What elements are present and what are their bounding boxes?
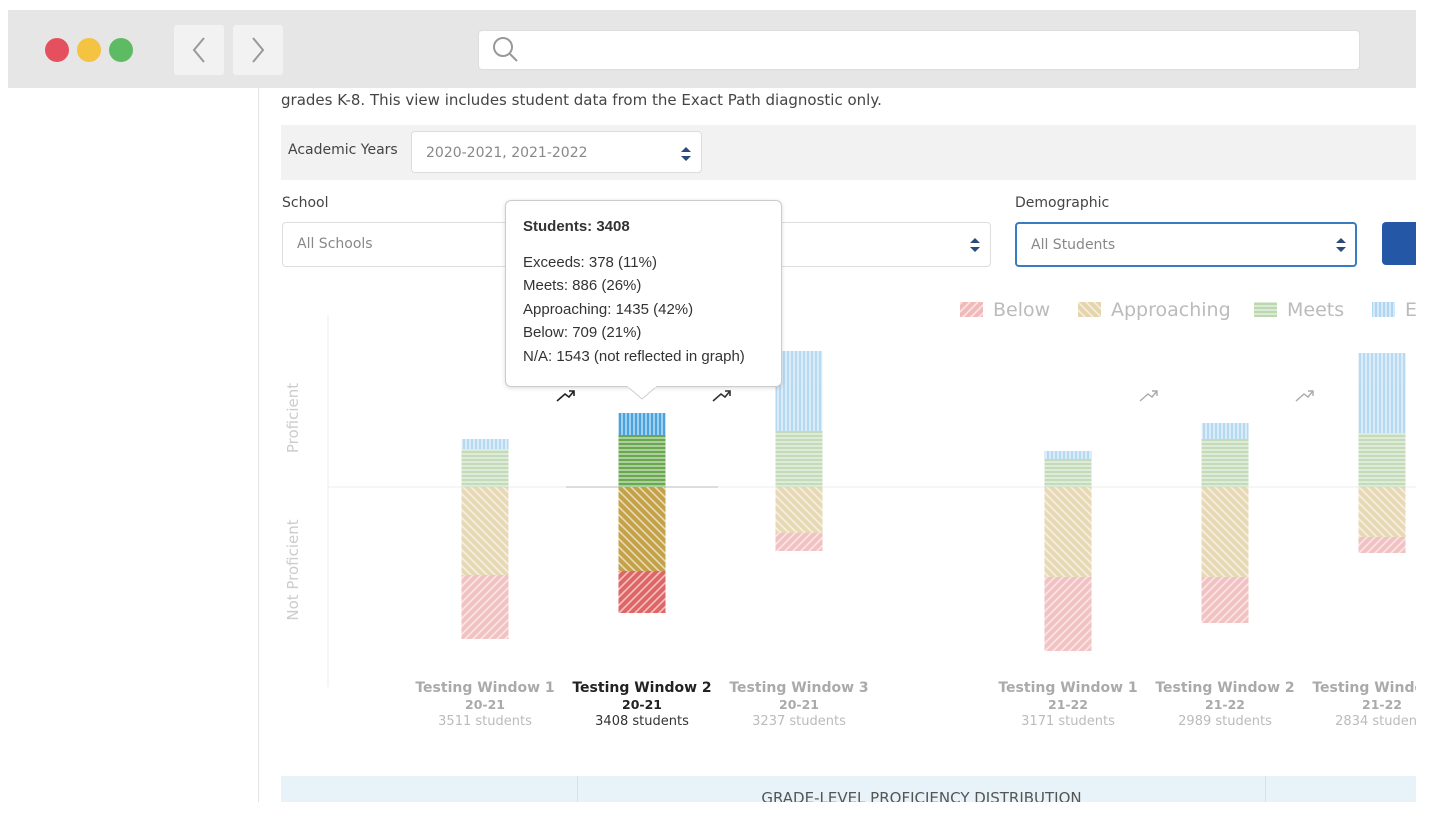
trend-icon (712, 390, 731, 402)
forward-button[interactable] (233, 25, 283, 75)
tooltip-title: Students: 3408 (523, 218, 630, 235)
bar-segment (1358, 353, 1406, 433)
legend-label: Approaching (1111, 299, 1231, 321)
x-tick-count: 2834 students (1335, 714, 1416, 729)
chart: Proficient Not Proficient Below Approaching… (284, 299, 1416, 729)
y-label: Not Proficient (284, 519, 302, 620)
tooltip-line: Approaching: 1435 (42%) (523, 300, 694, 318)
table-header-row (281, 776, 1416, 802)
trend-icons (556, 390, 1314, 402)
bar-segment (618, 435, 666, 487)
bar-segment (1201, 423, 1249, 439)
legend-label: Below (993, 299, 1050, 321)
x-tick-year: 21-22 (1048, 697, 1088, 712)
table-header: GRADE-LEVEL PROFICIENCY DISTRIBUTION (761, 789, 1082, 802)
select-value: All Schools (297, 236, 373, 252)
bar (1201, 423, 1249, 623)
table-divider (1265, 776, 1266, 802)
x-tick-year: 20-21 (779, 697, 819, 712)
bar-segment (461, 439, 509, 449)
bar-segment (618, 571, 666, 613)
back-button[interactable] (174, 25, 224, 75)
x-tick-year: 21-22 (1362, 697, 1402, 712)
x-tick-label: Testing Window 1 (998, 680, 1137, 696)
tooltip-line: N/A: 1543 (not reflected in graph) (523, 347, 745, 365)
legend-label: Meets (1287, 299, 1344, 321)
filter-label: Demographic (1015, 195, 1110, 211)
academic-years-select[interactable]: 2020-2021, 2021-2022 (411, 131, 702, 173)
x-tick-year: 20-21 (622, 697, 662, 712)
x-tick-label: Testing Window 3 (1312, 680, 1416, 696)
tooltip-line: Meets: 886 (26%) (523, 277, 642, 294)
bar-segment (1044, 459, 1092, 487)
legend-swatch (1078, 302, 1101, 317)
bar-segment (775, 431, 823, 487)
bar (461, 439, 509, 639)
bar-segment (1044, 577, 1092, 651)
bar-segment (1201, 577, 1249, 623)
x-tick-count: 2989 students (1178, 714, 1272, 729)
tooltip-line: Below: 709 (21%) (523, 324, 642, 341)
select-value: All Students (1031, 237, 1116, 253)
bar-segment (461, 449, 509, 487)
intro-text: grades K-8. This view includes student d… (281, 91, 882, 109)
search-bar[interactable] (478, 30, 1360, 70)
bar-segment (1201, 439, 1249, 487)
trend-icon (556, 390, 575, 402)
minimize-button[interactable] (77, 38, 101, 62)
bar (618, 413, 666, 613)
demographic-select[interactable]: All Students (1015, 222, 1357, 267)
maximize-button[interactable] (109, 38, 133, 62)
legend-swatch (1372, 302, 1395, 317)
viewport: grades K-8. This view includes student d… (8, 10, 1416, 802)
tooltip-arrow (628, 386, 656, 400)
x-tick-count: 3171 students (1021, 714, 1115, 729)
bar-segment (1358, 433, 1406, 487)
x-tick-label: Testing Window 3 (729, 680, 868, 696)
bar-segment (461, 575, 509, 639)
close-button[interactable] (45, 38, 69, 62)
sidebar-border (258, 88, 259, 802)
x-tick-year: 21-22 (1205, 697, 1245, 712)
tooltip: Students: 3408 Exceeds: 378 (11%) Meets:… (505, 200, 782, 387)
legend-label: Exceeds (1405, 299, 1416, 321)
bar-segment (1044, 487, 1092, 577)
x-tick-label: Testing Window 2 (572, 680, 711, 696)
x-tick-year: 20-21 (465, 697, 505, 712)
apply-button[interactable] (1382, 222, 1416, 265)
bar (1044, 451, 1092, 651)
bar-segment (775, 533, 823, 551)
filter-label: School (282, 195, 329, 211)
legend-swatch (1254, 302, 1277, 317)
bar-segment (618, 487, 666, 571)
bar (775, 351, 823, 551)
bar-segment (1201, 487, 1249, 577)
x-tick-label: Testing Window 1 (415, 680, 554, 696)
x-tick-count: 3511 students (438, 714, 532, 729)
bar-segment (618, 413, 666, 435)
x-tick-count: 3408 students (595, 714, 689, 729)
trend-icon (1139, 390, 1158, 402)
bar-segment (1358, 537, 1406, 553)
tooltip-line: Exceeds: 378 (11%) (523, 253, 657, 271)
bar-segment (1044, 451, 1092, 459)
bar-segment (775, 487, 823, 533)
bar-segment (461, 487, 509, 575)
select-value: 2020-2021, 2021-2022 (426, 145, 588, 161)
bar-segment (775, 351, 823, 431)
trend-icon (1295, 390, 1314, 402)
bar (1358, 353, 1406, 553)
x-tick-label: Testing Window 2 (1155, 680, 1294, 696)
table-divider (577, 776, 578, 802)
y-label: Proficient (284, 383, 302, 453)
filter-label: Academic Years (288, 142, 398, 158)
bar-segment (1358, 487, 1406, 537)
legend-swatch (960, 302, 983, 317)
x-tick-count: 3237 students (752, 714, 846, 729)
